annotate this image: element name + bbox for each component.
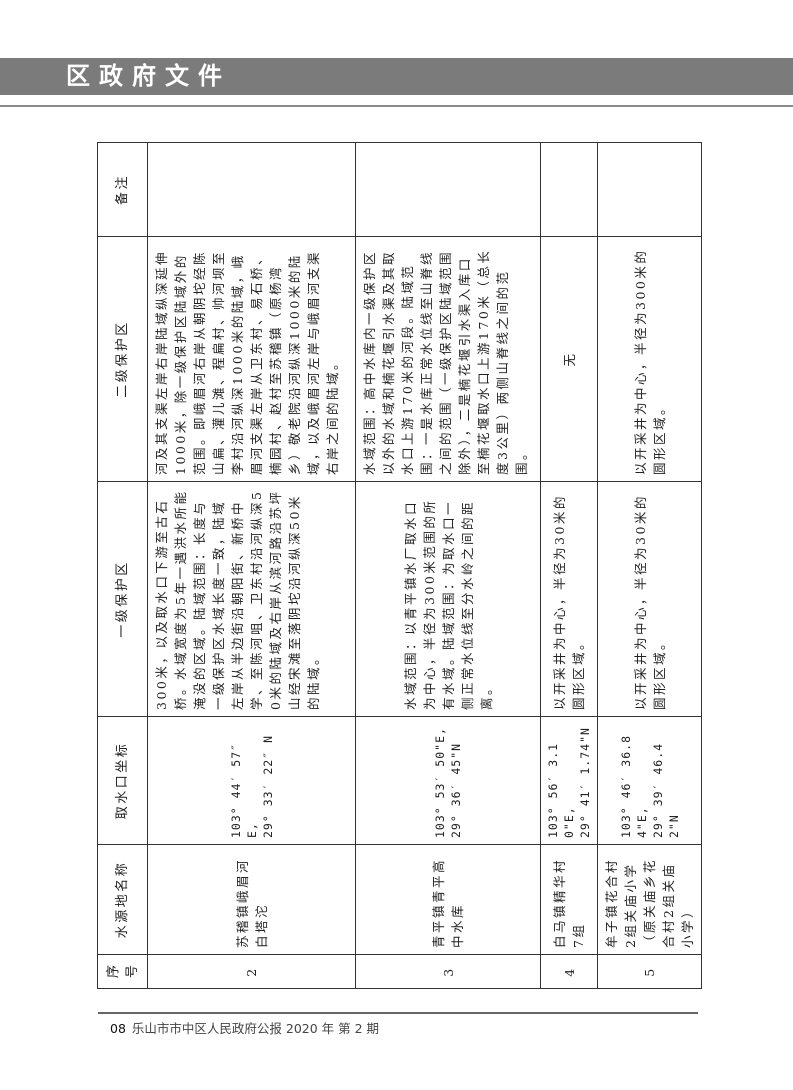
row-coord: 103° 56′ 3.10"E, 29° 41′ 1.74"N <box>540 716 598 845</box>
coord-e: 103° 56′ 3.10"E, <box>546 742 576 838</box>
coord-n: 29° 33′ 22″ N <box>260 734 275 838</box>
header-level1: 一级保护区 <box>97 481 148 717</box>
header-divider <box>0 105 793 107</box>
row-coord: 103° 46′ 36.84"E, 29° 39′ 46.42"N <box>597 716 702 845</box>
row-level1: 以开采井为中心，半径为30米的圆形区域。 <box>540 481 598 717</box>
table-header-row: 序号 水源地名称 取水口坐标 一级保护区 二级保护区 备注 <box>97 142 148 989</box>
header-remark: 备注 <box>97 142 148 237</box>
publication-name: 乐山市市中区人民政府公报 2020 年 第 2 期 <box>131 1021 380 1036</box>
table-row: 5 牟子镇花合村2组关庙小学（原关庙乡花合村2组关庙小学） 103° 46′ 3… <box>597 142 702 989</box>
footer-divider <box>98 1012 698 1014</box>
row-name: 牟子镇花合村2组关庙小学（原关庙乡花合村2组关庙小学） <box>597 844 702 955</box>
coord-n: 29° 41′ 1.74"N <box>578 727 592 838</box>
row-remark <box>147 142 356 237</box>
coord-e: 103° 53′ 50"E, <box>433 727 447 838</box>
row-remark <box>355 142 541 237</box>
row-remark <box>540 142 598 237</box>
coord-n: 29° 39′ 46.42"N <box>650 742 681 838</box>
row-coord: 103° 44′ 57″ E, 29° 33′ 22″ N <box>147 716 356 845</box>
row-no: 2 <box>147 954 356 989</box>
row-no: 4 <box>540 954 598 989</box>
row-level1: 水域范围：以青平镇水厂取水口为中心，半径为300米范围的所有水域。陆域范围：为取… <box>355 481 541 717</box>
row-remark <box>597 142 702 237</box>
row-level2: 水域范围：高中水库内一级保护区以外的水域和楠花堰引水渠及其取水口上游170米的河… <box>355 236 541 482</box>
row-no: 5 <box>597 954 702 989</box>
protection-zone-table: 序号 水源地名称 取水口坐标 一级保护区 二级保护区 备注 2 苏稽镇峨眉河白塔… <box>97 142 702 989</box>
header-no: 序号 <box>97 954 148 989</box>
table-row: 2 苏稽镇峨眉河白塔沱 103° 44′ 57″ E, 29° 33′ 22″ N… <box>147 142 356 989</box>
row-level2: 河及其支渠左岸右岸陆域纵深延伸1000米，除一级保护区陆域外的范围。即峨眉河右岸… <box>147 236 356 482</box>
coord-n: 29° 36′ 45"N <box>449 742 463 838</box>
page-number: 08 <box>110 1021 126 1036</box>
row-level1: 300米，以及取水口下游至古石桥。水域宽度为5年一遇洪水所能淹没的区域。陆域范围… <box>147 481 356 717</box>
table-row: 4 白马镇精华村7组 103° 56′ 3.10"E, 29° 41′ 1.74"… <box>540 142 598 989</box>
page-footer: 08 乐山市市中区人民政府公报 2020 年 第 2 期 <box>110 1018 379 1037</box>
header-level2: 二级保护区 <box>97 236 148 482</box>
header-coord: 取水口坐标 <box>97 716 148 845</box>
header-name: 水源地名称 <box>97 844 148 955</box>
row-no: 3 <box>355 954 541 989</box>
row-level2: 无 <box>540 236 598 482</box>
row-name: 苏稽镇峨眉河白塔沱 <box>147 844 356 955</box>
coord-e: 103° 44′ 57″ E, <box>228 742 259 838</box>
section-title: 区政府文件 <box>66 62 231 90</box>
row-level1: 以开采井为中心，半径为30米的圆形区域。 <box>597 481 702 717</box>
row-name: 白马镇精华村7组 <box>540 844 598 955</box>
table-row: 3 青平镇青平高中水库 103° 53′ 50"E, 29° 36′ 45"N 水… <box>355 142 541 989</box>
row-name: 青平镇青平高中水库 <box>355 844 541 955</box>
row-level2: 以开采井为中心，半径为300米的圆形区域。 <box>597 236 702 482</box>
coord-e: 103° 46′ 36.84"E, <box>618 734 649 838</box>
row-coord: 103° 53′ 50"E, 29° 36′ 45"N <box>355 716 541 845</box>
section-banner: 区政府文件 <box>0 58 793 95</box>
